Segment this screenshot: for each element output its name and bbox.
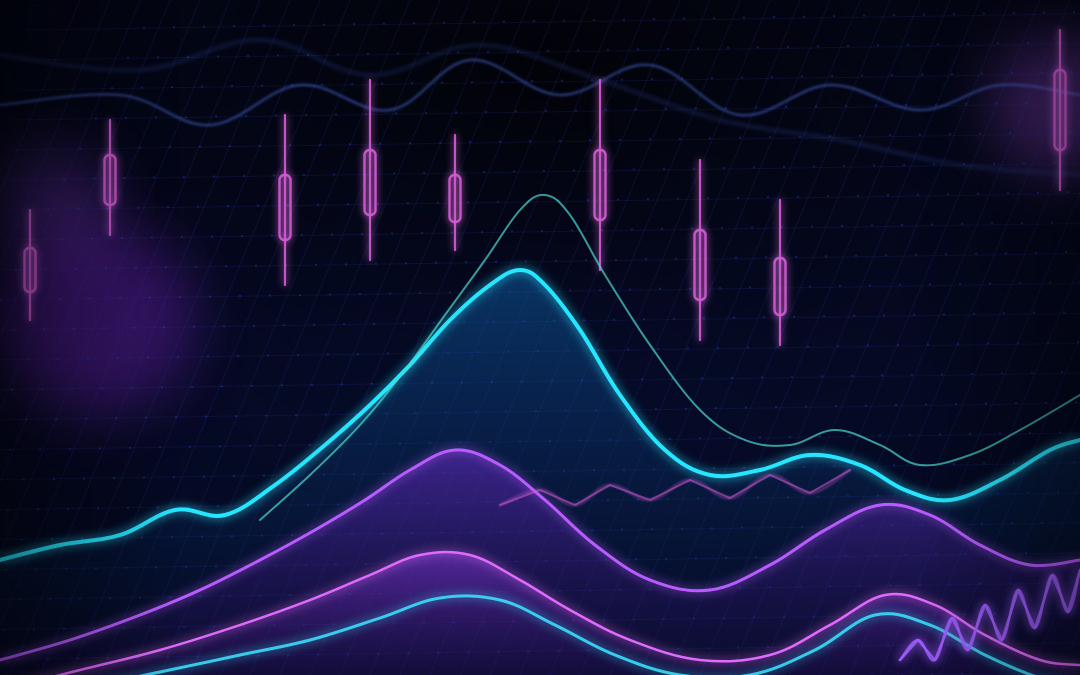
dof-left [0, 0, 180, 675]
dof-right [920, 0, 1080, 675]
chart-svg [0, 0, 1080, 675]
chart-visualization [0, 0, 1080, 675]
